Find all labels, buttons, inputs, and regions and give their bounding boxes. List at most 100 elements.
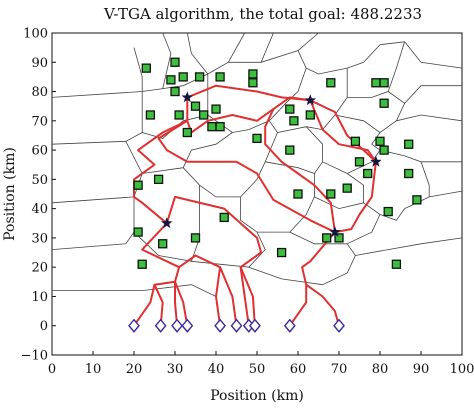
voronoi-edge [142, 132, 233, 174]
y-tick-label: 90 [31, 56, 48, 71]
voronoi-edge [133, 185, 201, 262]
route-line [157, 119, 336, 234]
customer-node [363, 168, 373, 179]
customer-node [379, 145, 389, 155]
depot-marker [154, 318, 167, 333]
voronoi-edge [334, 114, 463, 133]
customer-node [137, 259, 147, 269]
y-tick-label: 60 [31, 144, 48, 159]
customer-node [391, 259, 402, 269]
hub-star [370, 155, 382, 167]
customer-node [276, 247, 287, 258]
customer-node [350, 136, 361, 146]
x-tick-label: 10 [85, 362, 102, 377]
hub-layer [161, 91, 382, 237]
customer-node [354, 157, 365, 167]
customer-node [194, 72, 205, 82]
y-axis-ticks: −10 0 10 20 30 40 50 60 70 80 90 100 [21, 27, 56, 364]
route-line [165, 195, 263, 326]
voronoi-edge [248, 231, 356, 286]
customer-node [248, 78, 258, 88]
y-tick-label: 40 [31, 202, 48, 217]
voronoi-edge [227, 32, 246, 63]
voronoi-edge [404, 41, 463, 69]
route-line [264, 108, 336, 233]
depot-marker [283, 318, 296, 333]
customer-node [252, 133, 262, 144]
voronoi-edge [314, 196, 364, 210]
customer-node [383, 206, 393, 217]
voronoi-edge [186, 32, 209, 75]
voronoi-edge [355, 237, 463, 256]
customer-node [133, 180, 143, 190]
x-tick-label: 0 [48, 362, 56, 377]
customer-node [322, 233, 332, 243]
y-tick-label: 80 [31, 85, 48, 100]
voronoi-edge [52, 284, 217, 297]
customer-node [182, 127, 192, 138]
voronoi-edge [297, 32, 319, 51]
customer-node [133, 227, 143, 237]
customer-node [215, 72, 225, 82]
voronoi-edge [387, 41, 405, 92]
voronoi-edge [133, 47, 143, 92]
voronoi-edge [347, 91, 405, 104]
y-tick-label: 20 [31, 261, 48, 276]
y-tick-label: −10 [21, 349, 48, 364]
customer-node [170, 57, 180, 67]
depot-marker [128, 318, 140, 333]
voronoi-edge [162, 32, 172, 89]
customer-node [207, 122, 217, 132]
customer-node [153, 174, 164, 185]
voronoi-edge [260, 32, 274, 63]
customer-node [141, 63, 151, 73]
customer-node [342, 183, 352, 193]
depot-marker [230, 318, 243, 333]
customer-node [211, 104, 221, 114]
customer-node [379, 98, 389, 108]
voronoi-edge [347, 149, 462, 174]
y-tick-label: 30 [31, 231, 48, 246]
x-tick-label: 50 [249, 362, 266, 377]
customer-node [166, 75, 176, 85]
route-line [239, 266, 256, 326]
y-tick-label: 70 [31, 114, 48, 129]
route-line [186, 96, 311, 134]
route-line [186, 84, 311, 102]
hub-star [181, 91, 193, 103]
customer-node [326, 78, 336, 88]
voronoi-edge [51, 196, 135, 250]
node-layer [133, 57, 422, 269]
route-line [219, 266, 238, 326]
customer-node [248, 69, 258, 79]
x-axis-label: Position (km) [210, 388, 304, 404]
depot-layer [128, 318, 345, 333]
depot-marker [214, 318, 227, 333]
x-tick-label: 80 [372, 362, 389, 377]
customer-node [404, 139, 414, 149]
x-axis-ticks: 0 10 20 30 40 50 60 70 80 90 100 [48, 351, 474, 377]
hub-star [161, 217, 173, 229]
x-tick-label: 100 [450, 362, 474, 377]
customer-node [293, 189, 303, 199]
customer-node [371, 78, 381, 88]
voronoi-edge [396, 85, 462, 121]
voronoi-edge [371, 132, 381, 151]
customer-node [215, 122, 225, 132]
route-line [174, 281, 189, 326]
customer-node [412, 195, 422, 205]
customer-node [334, 233, 344, 243]
customer-node [305, 110, 315, 120]
customer-node [285, 104, 295, 114]
customer-node [375, 136, 385, 146]
customer-node [289, 116, 299, 126]
customer-node [379, 78, 389, 88]
customer-node [178, 72, 188, 82]
route-line [133, 97, 189, 327]
chart-title: V-TGA algorithm, the total goal: 488.223… [103, 5, 422, 23]
customer-node [285, 145, 295, 155]
customer-node [170, 86, 180, 97]
y-tick-label: 10 [31, 290, 48, 305]
customer-node [404, 168, 414, 179]
